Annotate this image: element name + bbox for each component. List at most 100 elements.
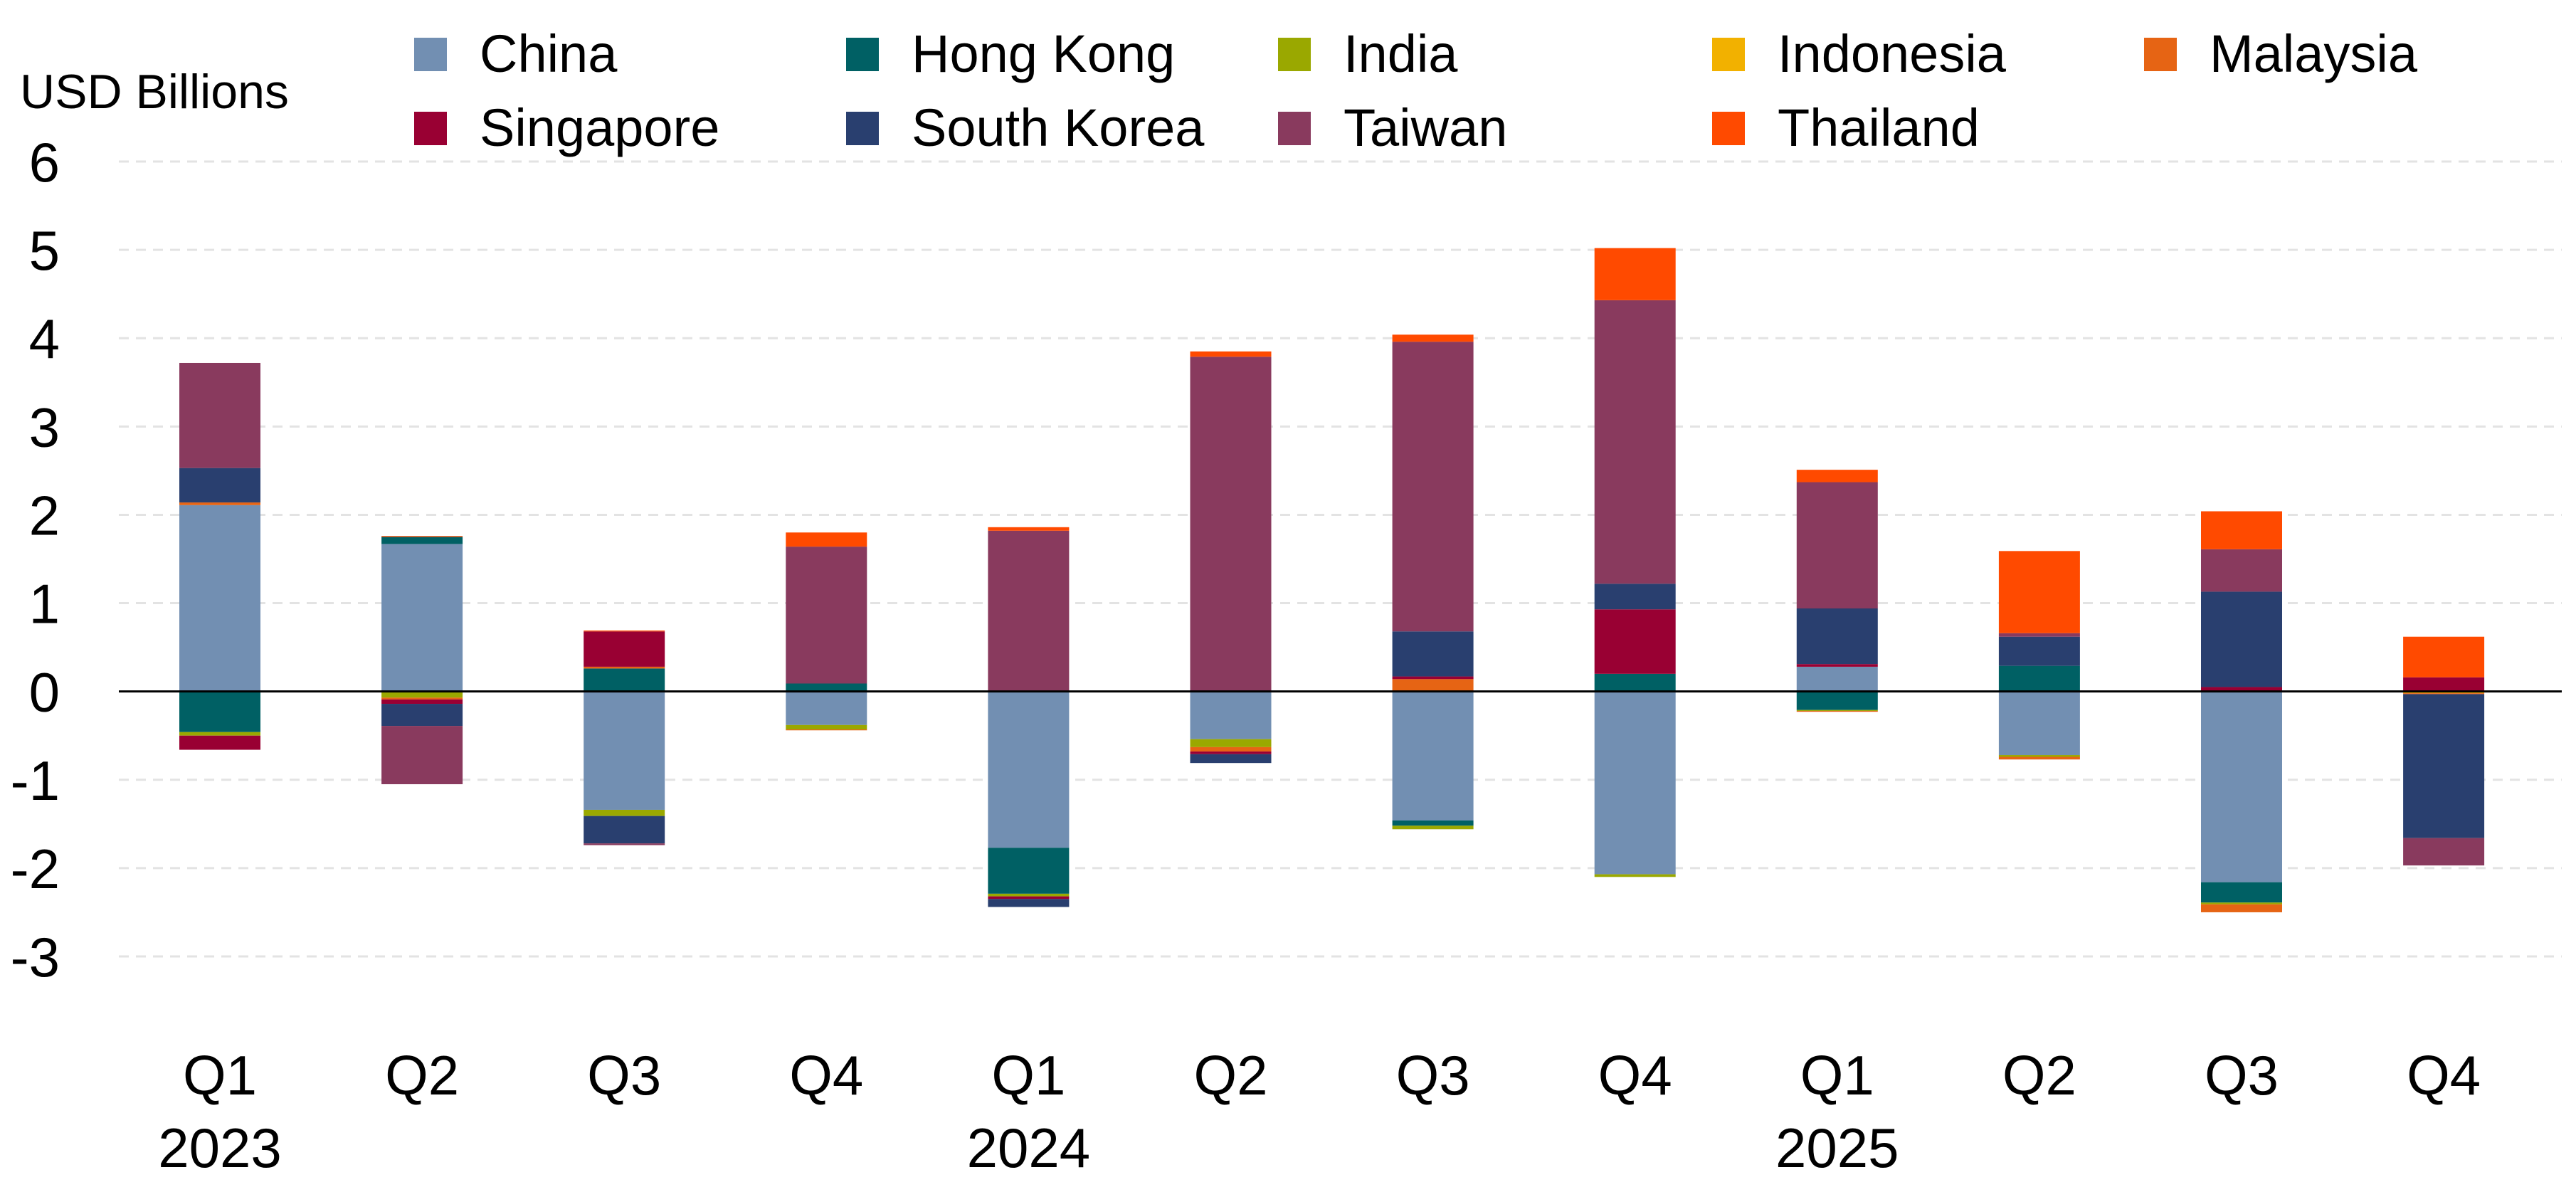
bar-segment-malaysia: [584, 666, 665, 669]
bar-segment-india: [179, 732, 260, 736]
x-tick-year: 2024: [967, 1117, 1091, 1179]
gridlines: [119, 160, 2562, 958]
bar-segment-south-korea: [1594, 584, 1676, 610]
legend-item: Hong Kong: [846, 24, 1175, 83]
x-tick-quarter: Q4: [789, 1044, 863, 1107]
y-axis-label: USD Billions: [20, 65, 289, 119]
bar-segment-thailand: [1796, 470, 1878, 482]
bar-segment-malaysia: [381, 697, 463, 700]
bar-stack: [179, 362, 260, 750]
bar-segment-malaysia: [1392, 679, 1474, 692]
bar-segment-thailand: [1392, 334, 1474, 342]
legend-swatch: [1712, 112, 1745, 145]
bar-segment-singapore: [179, 735, 260, 750]
bar-segment-south-korea: [2403, 694, 2485, 838]
bar-segment-singapore: [1594, 609, 1676, 674]
bar-stack: [786, 532, 867, 731]
legend: China Hong Kong India Indonesia Malaysia Sing…: [414, 24, 2418, 157]
legend-item: Indonesia: [1712, 24, 2007, 83]
bar-segment-thailand: [2403, 636, 2485, 677]
bars: [179, 248, 2485, 912]
x-tick-quarter: Q2: [2002, 1044, 2076, 1107]
bar-segment-singapore: [988, 896, 1070, 900]
bar-segment-singapore: [1392, 676, 1474, 680]
bar-segment-hong-kong: [381, 537, 463, 544]
bar-segment-malaysia: [1998, 756, 2080, 760]
legend-item: India: [1278, 24, 1458, 83]
bar-stack: [1594, 248, 1676, 877]
bar-segment-hong-kong: [1594, 673, 1676, 692]
bar-segment-india: [1392, 825, 1474, 830]
bar-segment-singapore: [2201, 687, 2282, 692]
bar-segment-south-korea: [179, 468, 260, 503]
y-tick-label: -1: [11, 749, 60, 812]
bar-segment-taiwan: [1796, 482, 1878, 609]
bar-segment-hong-kong: [179, 691, 260, 732]
x-tick-quarter: Q1: [1800, 1044, 1874, 1107]
bar-segment-hong-kong: [1392, 820, 1474, 826]
bar-stack: [1998, 551, 2080, 760]
bar-segment-china: [1594, 691, 1676, 875]
legend-item: China: [414, 24, 618, 83]
bar-segment-malaysia: [786, 729, 867, 731]
legend-swatch: [414, 38, 447, 71]
bar-segment-singapore: [584, 631, 665, 667]
legend-item: Taiwan: [1278, 98, 1507, 157]
bar-segment-china: [381, 544, 463, 692]
y-tick-label: 6: [29, 131, 60, 194]
legend-label: Singapore: [480, 98, 719, 157]
bar-segment-thailand: [988, 527, 1070, 531]
legend-label: Hong Kong: [912, 24, 1175, 83]
x-tick-quarter: Q1: [991, 1044, 1065, 1107]
bar-stack: [2403, 636, 2485, 866]
bar-segment-taiwan: [988, 530, 1070, 691]
legend-label: Thailand: [1778, 98, 1980, 157]
bar-segment-taiwan: [1190, 357, 1272, 692]
bar-segment-singapore: [381, 699, 463, 705]
bar-segment-malaysia: [179, 502, 260, 505]
y-tick-label: 3: [29, 396, 60, 458]
bar-segment-malaysia: [1190, 747, 1272, 752]
y-tick-label: 5: [29, 219, 60, 282]
bar-segment-thailand: [2201, 511, 2282, 549]
bar-segment-south-korea: [2201, 591, 2282, 687]
legend-swatch: [1278, 112, 1311, 145]
bar-segment-thailand: [1190, 351, 1272, 357]
bar-segment-hong-kong: [1796, 691, 1878, 710]
bar-segment-taiwan: [1392, 342, 1474, 632]
x-tick-quarter: Q4: [2407, 1044, 2481, 1107]
bar-segment-china: [786, 691, 867, 725]
legend-item: Malaysia: [2144, 24, 2418, 83]
bar-segment-hong-kong: [2201, 882, 2282, 903]
legend-swatch: [846, 38, 879, 71]
bar-segment-thailand: [1998, 551, 2080, 633]
bar-segment-india: [381, 691, 463, 698]
bar-segment-china: [2201, 691, 2282, 882]
bar-segment-south-korea: [584, 816, 665, 844]
legend-swatch: [1278, 38, 1311, 71]
bar-segment-south-korea: [1190, 754, 1272, 764]
bar-segment-india: [1190, 739, 1272, 747]
bar-segment-south-korea: [381, 704, 463, 727]
x-tick-quarter: Q3: [2205, 1044, 2279, 1107]
bar-segment-china: [988, 691, 1070, 848]
bar-segment-india: [1594, 874, 1676, 877]
bar-stack: [1190, 351, 1272, 764]
bar-segment-india: [1796, 709, 1878, 711]
bar-segment-taiwan: [1594, 300, 1676, 584]
y-axis-ticks: 6 5 4 3 2 1 0 -1 -2 -3: [11, 131, 60, 988]
x-tick-year: 2023: [158, 1117, 282, 1179]
bar-segment-china: [179, 505, 260, 692]
bar-segment-china: [1392, 691, 1474, 821]
bar-segment-china: [1998, 691, 2080, 756]
bar-segment-thailand: [381, 536, 463, 537]
x-tick-quarter: Q1: [183, 1044, 257, 1107]
legend-item: Singapore: [414, 98, 719, 157]
bar-segment-hong-kong: [1998, 665, 2080, 692]
bar-segment-hong-kong: [988, 848, 1070, 894]
bar-segment-taiwan: [786, 547, 867, 684]
y-tick-label: 2: [29, 484, 60, 547]
bar-segment-india: [988, 893, 1070, 897]
legend-label: Malaysia: [2210, 24, 2418, 83]
